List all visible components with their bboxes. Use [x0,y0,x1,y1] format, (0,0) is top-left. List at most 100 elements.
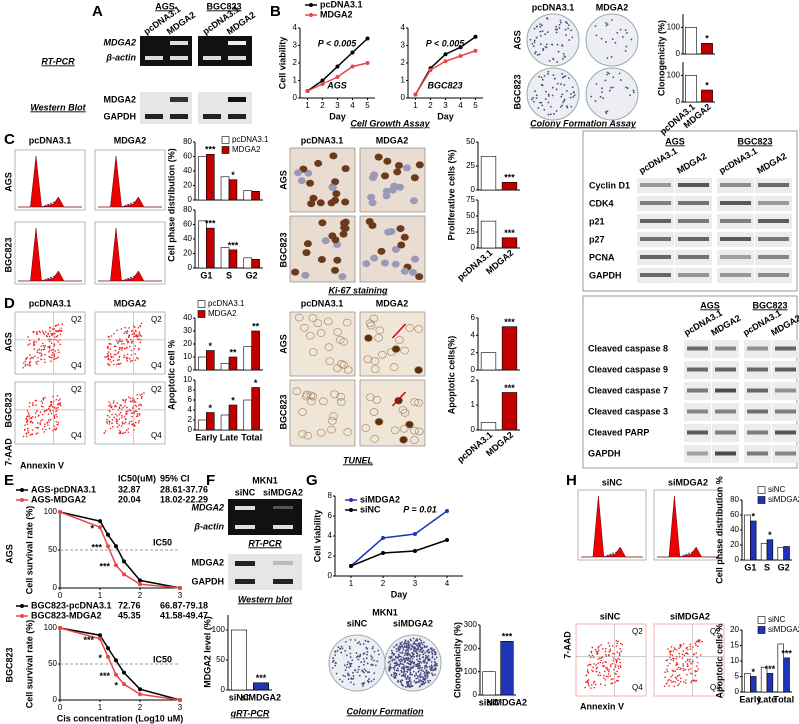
y-tick-label: 2 [471,348,476,357]
flow-dot [602,661,604,664]
colony [595,83,598,86]
quadrant-label: Q2 [71,385,82,394]
legend-swatch [221,146,230,154]
flow-dot [108,420,111,422]
significance: *** [504,317,515,327]
flow-dot [29,417,31,420]
significance: *** [765,664,776,674]
flow-dot [130,354,133,356]
blot-band [775,346,796,351]
x-tick-label: siMDGA2 [487,697,527,707]
flow-dot [589,663,592,666]
point [138,692,142,697]
flow-dot [109,343,112,345]
x-axis-label: Day [391,589,408,599]
colony [399,642,402,644]
colony [394,662,397,665]
colony [334,662,337,664]
y-axis-label: Cell survival rate (%) [24,506,34,595]
flow-dot [121,343,123,345]
colony [415,663,417,666]
colony [417,660,420,663]
flow-dot [668,650,671,652]
colony [413,655,415,658]
gel-band [235,525,255,529]
point [58,626,62,630]
flow-dot [676,649,678,651]
colony [601,87,603,90]
flow-dot [35,426,37,429]
bar [501,392,518,431]
bar [228,249,238,269]
flow-dot [120,425,123,427]
colony [390,655,393,658]
point [413,532,417,536]
cell [400,233,409,241]
colony [349,665,352,668]
colony [539,34,542,37]
colony [558,24,561,26]
blot-band [747,367,768,372]
blot-band [747,409,768,414]
flow-dot [614,666,617,668]
colony [396,657,399,660]
y-tick-label: 25 [466,227,475,236]
legend-swatch [757,616,766,624]
colony [543,108,546,111]
point [365,36,370,41]
colony [555,31,558,34]
colony [541,104,544,107]
colony [418,679,420,681]
colony [378,653,380,656]
flow-dot [126,332,128,335]
flow-dot [134,359,137,361]
flow-dot [24,360,26,363]
flow-dot [116,342,119,344]
axis-label: Annexin V [580,701,624,711]
cell [374,153,383,161]
x-tick-label: Late [220,432,239,442]
flow-dot [696,665,698,668]
flow-dot [57,406,59,409]
blot-band [758,201,789,205]
y-tick-label: 10 [183,375,192,384]
flow-dot [112,408,114,411]
colony [551,43,553,46]
flow-dot [612,657,615,659]
blot-band [720,201,751,205]
flow-dot [41,354,43,356]
flow-dot [35,330,38,333]
panel-letter: G [306,472,318,489]
blot-band [775,430,796,435]
flow-dot [139,403,142,405]
cell [415,273,424,281]
flow-dot [110,355,112,358]
colony [415,681,418,684]
flow-dot [53,344,56,347]
flow-dot [43,411,46,413]
significance: * [768,530,772,540]
blot-strip [717,268,754,283]
quadrant-label: Q4 [632,683,643,692]
blot-image [140,92,192,124]
flow-dot [669,662,671,665]
colony [606,57,609,59]
colony [331,661,334,663]
flow-dot [616,670,618,673]
colony [347,678,350,681]
flow-dot [125,347,127,349]
flow-dot [138,407,140,410]
flow-dot [55,357,58,360]
cell [299,165,308,173]
legend-label: siMDGA2 [360,494,400,504]
flow-dot [620,650,622,653]
flow-dot [57,356,60,359]
band-label: GAPDH [589,270,622,280]
colony [398,655,401,658]
cell [292,387,302,395]
y-tick-label: 2 [188,415,193,424]
flow-dot [120,347,123,350]
y-tick-label: 60 [183,220,192,229]
flow-dot [113,332,115,335]
